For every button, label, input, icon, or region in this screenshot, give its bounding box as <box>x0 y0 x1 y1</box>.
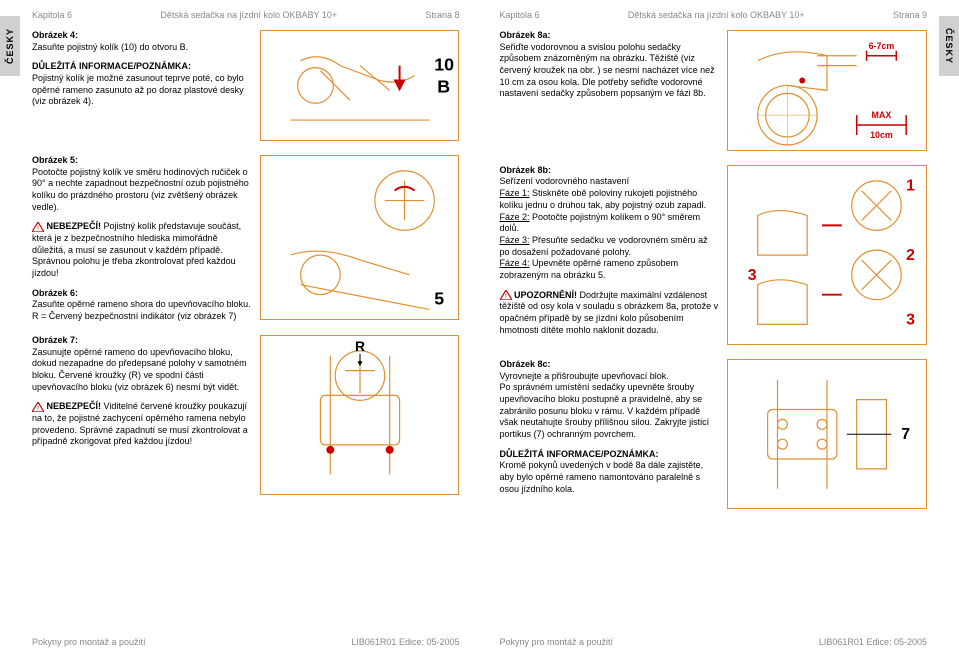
fig8b-n2: 2 <box>906 247 915 264</box>
figure-7-svg: R <box>260 335 460 495</box>
figure-5-svg: 5 <box>260 155 460 320</box>
figure-8c: 7 <box>727 359 927 512</box>
chapter-label: Kapitola 6 <box>500 10 540 20</box>
section-8b-heading: Obrázek 8b: <box>500 165 720 177</box>
section-8a-heading: Obrázek 8a: <box>500 30 720 42</box>
section-8c-p2: Po správném umístění sedačky upevněte šr… <box>500 382 720 440</box>
fig8a-10cm: 10cm <box>870 130 893 140</box>
figure-5: 5 <box>260 155 460 323</box>
section-7-text: Obrázek 7: Zasunujte opěrné rameno do up… <box>32 335 252 497</box>
figure-8a-svg: 6-7cm MAX 10cm <box>727 30 927 151</box>
lang-tab-label: ČESKY <box>944 28 954 64</box>
figure-4-svg: 10 B <box>260 30 460 141</box>
phase2-t: Pootočte pojistným kolíkem o 90° směrem … <box>500 212 701 234</box>
section-4-note-h: DŮLEŽITÁ INFORMACE/POZNÁMKA: <box>32 61 191 71</box>
phase1-u: Fáze 1: <box>500 188 530 198</box>
section-4-p1: Zasuňte pojistný kolík (10) do otvoru B. <box>32 42 252 54</box>
figure-7: R <box>260 335 460 497</box>
page-right: ČESKY Kapitola 6 Dětská sedačka na jízdn… <box>480 0 959 657</box>
fig4-label-10: 10 <box>434 55 454 75</box>
fig5-label-5: 5 <box>434 288 444 308</box>
svg-text:!: ! <box>505 294 507 301</box>
section-8b-warn-h: UPOZORNĚNÍ! <box>514 290 577 300</box>
section-4-heading: Obrázek 4: <box>32 30 252 42</box>
section-8a-p1: Seřiďte vodorovnou a svislou polohu seda… <box>500 42 720 100</box>
section-7-p1: Zasunujte opěrné rameno do upevňovacího … <box>32 347 252 394</box>
figure-8b: 1 2 3 3 <box>727 165 927 347</box>
doc-title: Dětská sedačka na jízdní kolo OKBABY 10+ <box>160 10 337 20</box>
figure-8c-svg: 7 <box>727 359 927 510</box>
footer-right-r: LIB061R01 Edice: 05-2005 <box>819 637 927 647</box>
lang-tab-left: ČESKY <box>0 16 20 76</box>
phase4-u: Fáze 4: <box>500 258 530 268</box>
footer-right: Pokyny pro montáž a použití LIB061R01 Ed… <box>500 637 928 647</box>
section-8c-heading: Obrázek 8c: <box>500 359 720 371</box>
section-6-heading: Obrázek 6: <box>32 288 252 300</box>
section-8c-text: Obrázek 8c: Vyrovnejte a přišroubujte up… <box>500 359 720 512</box>
page-left: ČESKY Kapitola 6 Dětská sedačka na jízdn… <box>0 0 480 657</box>
danger-icon: ! <box>32 402 44 412</box>
doc-title: Dětská sedačka na jízdní kolo OKBABY 10+ <box>628 10 805 20</box>
lang-tab-right: ČESKY <box>939 16 959 76</box>
section-8a: Obrázek 8a: Seřiďte vodorovnou a svislou… <box>500 30 928 153</box>
section-4: Obrázek 4: Zasuňte pojistný kolík (10) d… <box>32 30 460 143</box>
section-5-warn-h: NEBEZPEČÍ! <box>47 221 102 231</box>
figure-8b-svg: 1 2 3 3 <box>727 165 927 345</box>
phase3-t: Přesuňte sedačku ve vodorovném směru až … <box>500 235 708 257</box>
section-8b: Obrázek 8b: Seřízení vodorovného nastave… <box>500 165 928 347</box>
page-number: Strana 8 <box>425 10 459 20</box>
section-4-note: Pojistný kolík je možné zasunout teprve … <box>32 73 252 108</box>
fig8a-max: MAX <box>872 110 892 120</box>
figure-4: 10 B <box>260 30 460 143</box>
section-8c-note-h: DŮLEŽITÁ INFORMACE/POZNÁMKA: <box>500 449 659 459</box>
section-4-text: Obrázek 4: Zasuňte pojistný kolík (10) d… <box>32 30 252 143</box>
phase2-u: Fáze 2: <box>500 212 530 222</box>
fig8a-67cm: 6-7cm <box>869 41 895 51</box>
fig8c-n7: 7 <box>901 426 910 443</box>
section-7: Obrázek 7: Zasunujte opěrné rameno do up… <box>32 335 460 497</box>
phase3-u: Fáze 3: <box>500 235 530 245</box>
lang-tab-label: ČESKY <box>5 28 15 64</box>
section-5: Obrázek 5: Pootočte pojistný kolík ve sm… <box>32 155 460 323</box>
section-5-text: Obrázek 5: Pootočte pojistný kolík ve sm… <box>32 155 252 323</box>
section-8c: Obrázek 8c: Vyrovnejte a přišroubujte up… <box>500 359 928 512</box>
section-8b-sub: Seřízení vodorovného nastavení <box>500 176 720 188</box>
header-left: Kapitola 6 Dětská sedačka na jízdní kolo… <box>32 10 460 20</box>
section-6-p1: Zasuňte opěrné rameno shora do upevňovac… <box>32 299 252 322</box>
fig8b-n1: 1 <box>906 178 915 195</box>
phase1-t: Stiskněte obě poloviny rukojeti pojistné… <box>500 188 707 210</box>
section-8c-note-t: Kromě pokynů uvedených v bodě 8a dále za… <box>500 460 720 495</box>
footer-left-r: LIB061R01 Edice: 05-2005 <box>351 637 459 647</box>
section-7-warn-h: NEBEZPEČÍ! <box>47 401 102 411</box>
section-7-heading: Obrázek 7: <box>32 335 252 347</box>
footer-left: Pokyny pro montáž a použití LIB061R01 Ed… <box>32 637 460 647</box>
footer-right-l: Pokyny pro montáž a použití <box>500 637 614 647</box>
section-8c-p1: Vyrovnejte a přišroubujte upevňovací blo… <box>500 371 720 383</box>
svg-text:!: ! <box>37 225 39 232</box>
section-5-p1: Pootočte pojistný kolík ve směru hodinov… <box>32 167 252 214</box>
content-right: Obrázek 8a: Seřiďte vodorovnou a svislou… <box>500 30 928 511</box>
section-8b-text: Obrázek 8b: Seřízení vodorovného nastave… <box>500 165 720 347</box>
section-5-heading: Obrázek 5: <box>32 155 252 167</box>
content-left: Obrázek 4: Zasuňte pojistný kolík (10) d… <box>32 30 460 497</box>
fig4-label-b: B <box>437 76 450 96</box>
section-8a-text: Obrázek 8a: Seřiďte vodorovnou a svislou… <box>500 30 720 153</box>
warning-icon: ! <box>500 290 512 300</box>
page-number: Strana 9 <box>893 10 927 20</box>
fig8b-n3r: 3 <box>906 311 915 328</box>
svg-text:!: ! <box>37 405 39 412</box>
chapter-label: Kapitola 6 <box>32 10 72 20</box>
fig7-label-r: R <box>354 338 364 354</box>
figure-8a: 6-7cm MAX 10cm <box>727 30 927 153</box>
danger-icon: ! <box>32 222 44 232</box>
footer-left-l: Pokyny pro montáž a použití <box>32 637 146 647</box>
fig8b-n3l: 3 <box>748 267 757 284</box>
header-right: Kapitola 6 Dětská sedačka na jízdní kolo… <box>500 10 928 20</box>
